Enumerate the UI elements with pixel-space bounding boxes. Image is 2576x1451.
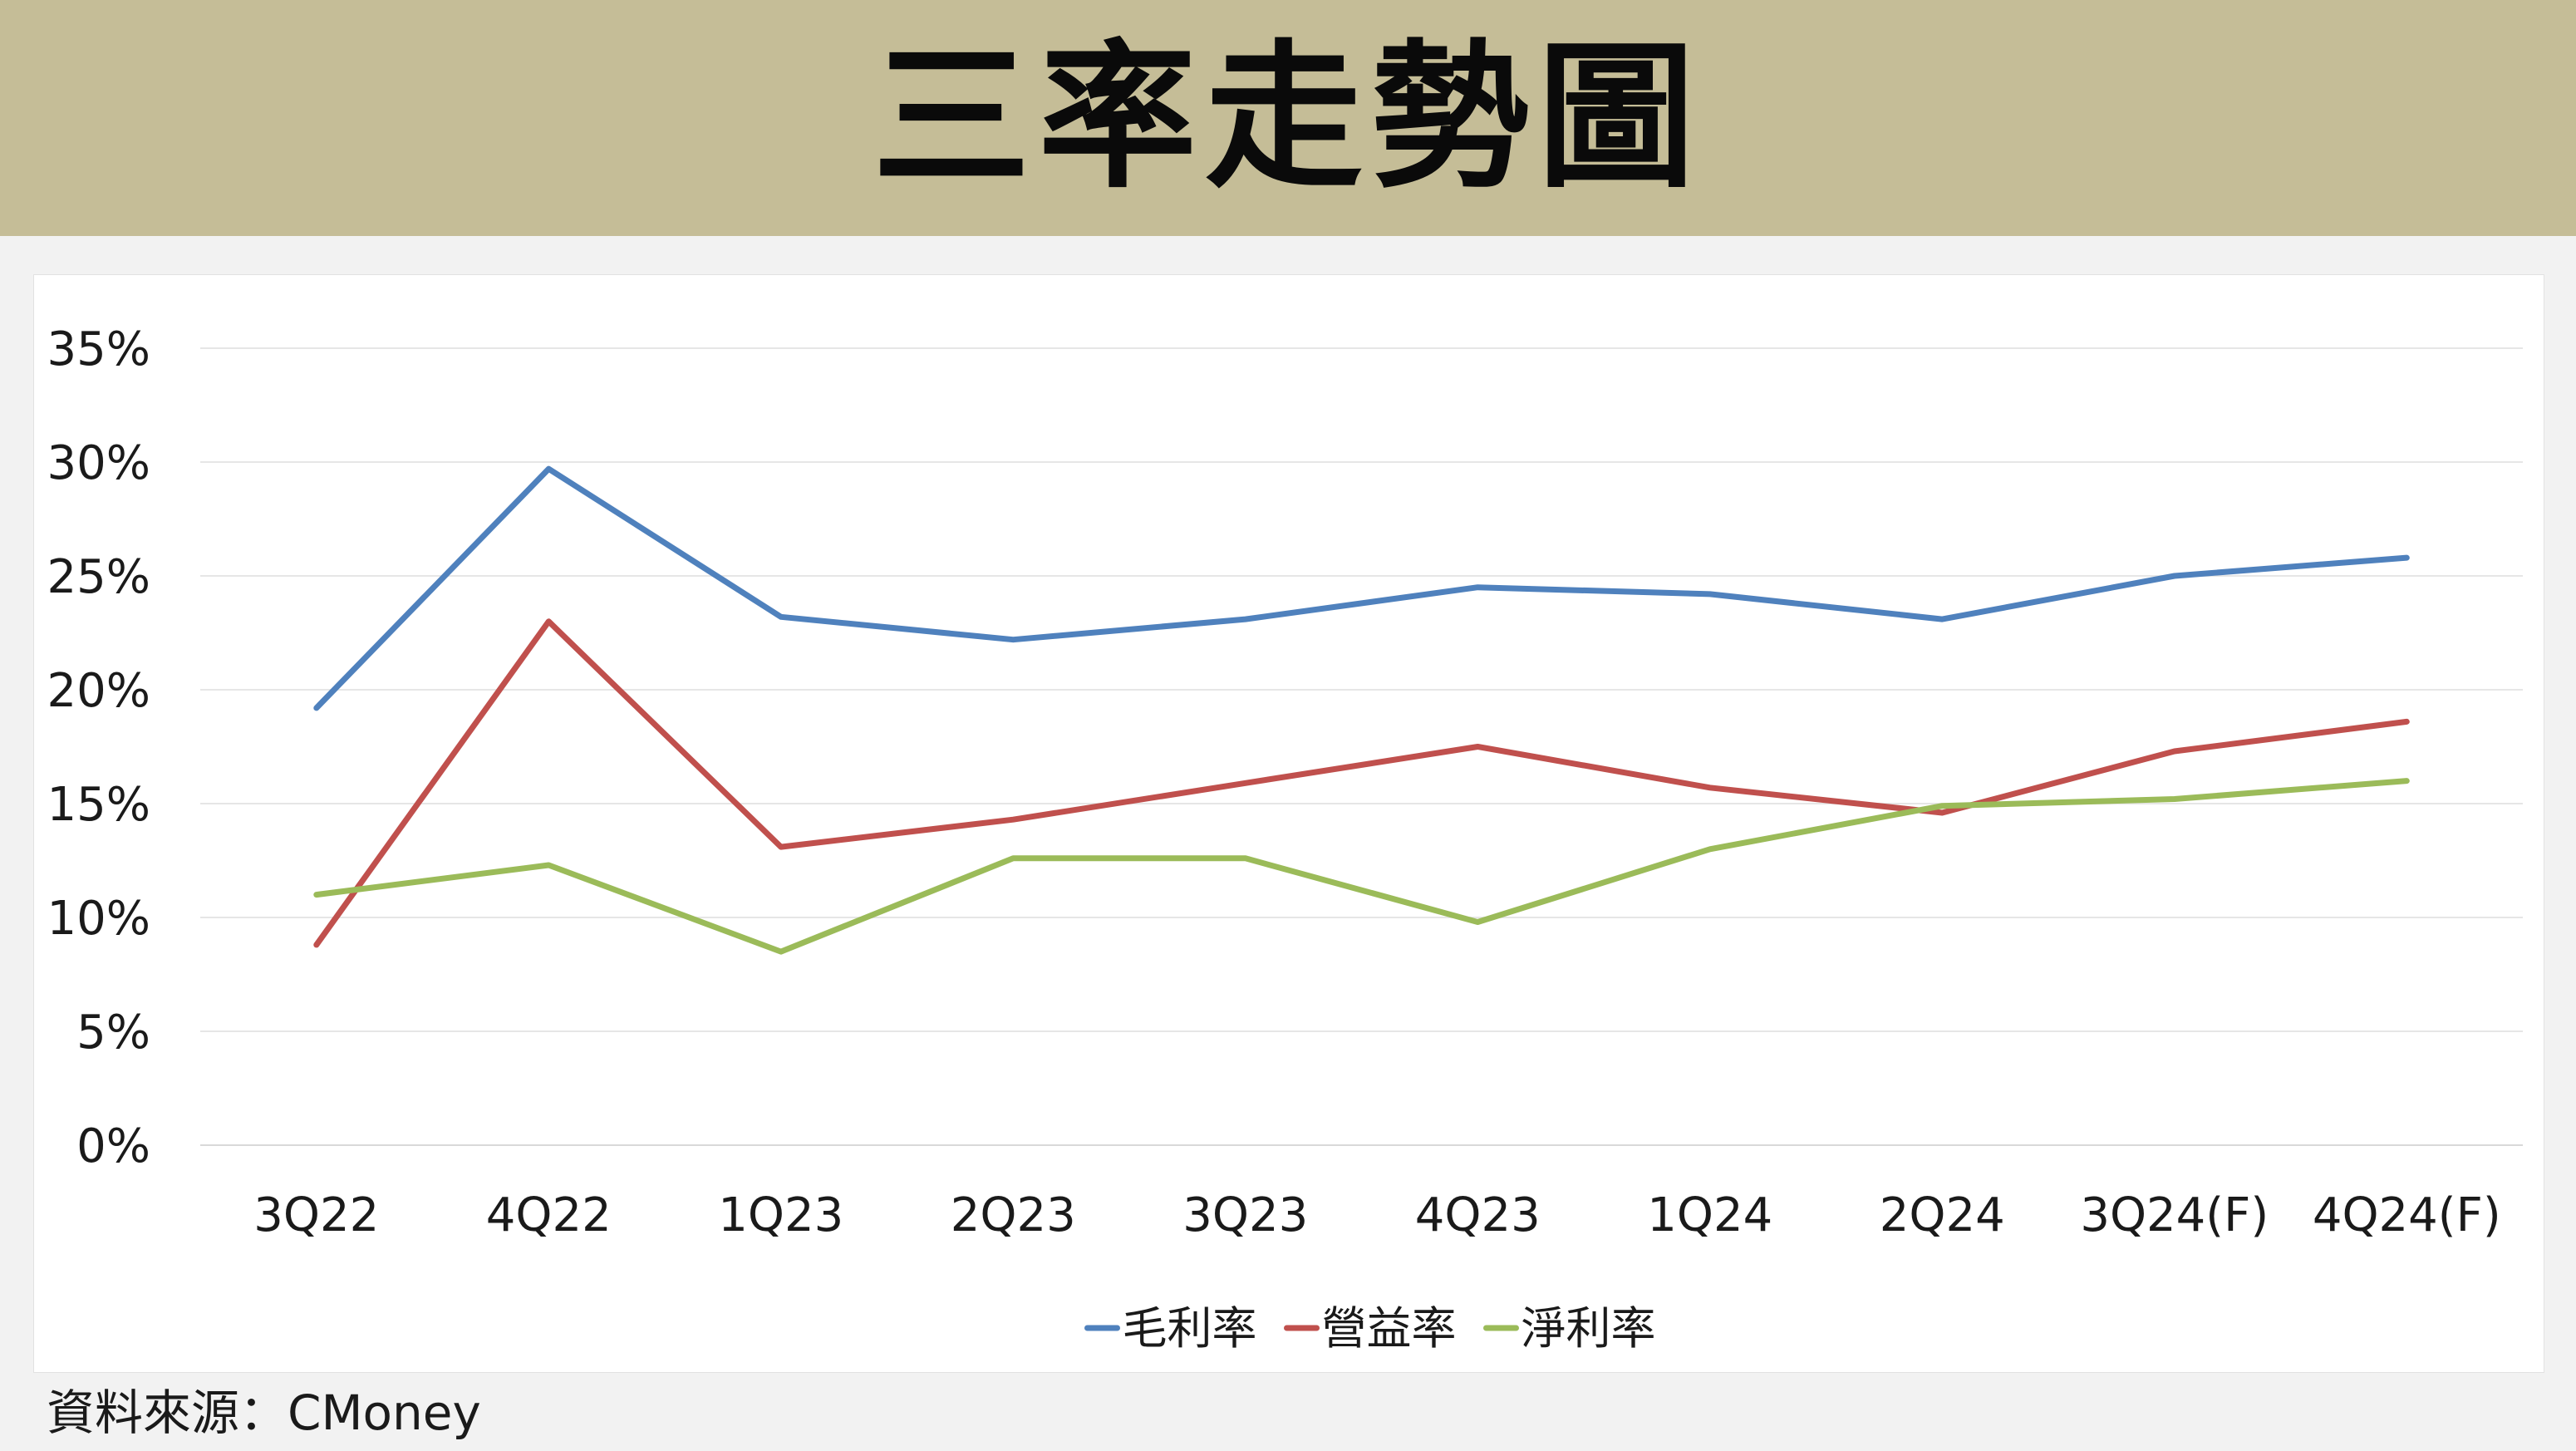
x-tick-label: 3Q24(F) [2080,1188,2269,1242]
line-chart: 0%5%10%15%20%25%30%35% 3Q22 4Q22 1Q23 2Q23 3… [47,322,2523,1355]
x-axis-ticks: 3Q22 4Q22 1Q23 2Q23 3Q23 4Q23 1Q24 2Q24 3Q24(F) 4… [253,1188,2500,1242]
legend-label: 毛利率 [1123,1302,1257,1355]
title-banner: 三率走勢圖 [0,0,2576,236]
x-tick-label: 3Q23 [1182,1188,1308,1242]
x-tick-label: 3Q22 [253,1188,379,1242]
x-tick-label: 2Q24 [1880,1188,2005,1242]
gridlines [200,347,2523,1146]
y-tick-label: 25% [47,550,150,604]
source-note: 資料來源：CMoney [47,1385,481,1441]
x-tick-label: 4Q24(F) [2313,1188,2501,1242]
x-tick-label: 1Q24 [1647,1188,1772,1242]
legend: 毛利率 營益率 淨利率 [1084,1302,1656,1355]
y-tick-label: 10% [47,892,150,946]
series-line-1 [313,465,2410,711]
y-tick-label: 30% [47,436,150,490]
x-tick-label: 1Q23 [718,1188,843,1242]
y-tick-label: 0% [76,1119,150,1173]
series-line-3 [313,778,2410,955]
chart-area: 0% 5% 10% 15% 20% 25% 30% 35% 3Q22 4Q22 1Q23 2Q23 3… [33,274,2544,1373]
x-tick-label: 4Q22 [486,1188,612,1242]
page-title: 三率走勢圖 [872,26,1703,209]
legend-label: 營益率 [1322,1302,1457,1355]
x-tick-label: 4Q23 [1415,1188,1541,1242]
legend-label: 淨利率 [1522,1302,1656,1355]
y-axis-ticks: 0% 5% 10% 15% 20% 25% 30% 35% [47,322,150,1173]
y-tick-label: 15% [47,778,150,832]
y-tick-label: 5% [76,1006,150,1060]
series-line-2 [313,618,2410,948]
y-tick-label: 35% [47,322,150,376]
series-lines [313,465,2410,955]
y-tick-label: 20% [47,664,150,718]
x-tick-label: 2Q23 [951,1188,1076,1242]
